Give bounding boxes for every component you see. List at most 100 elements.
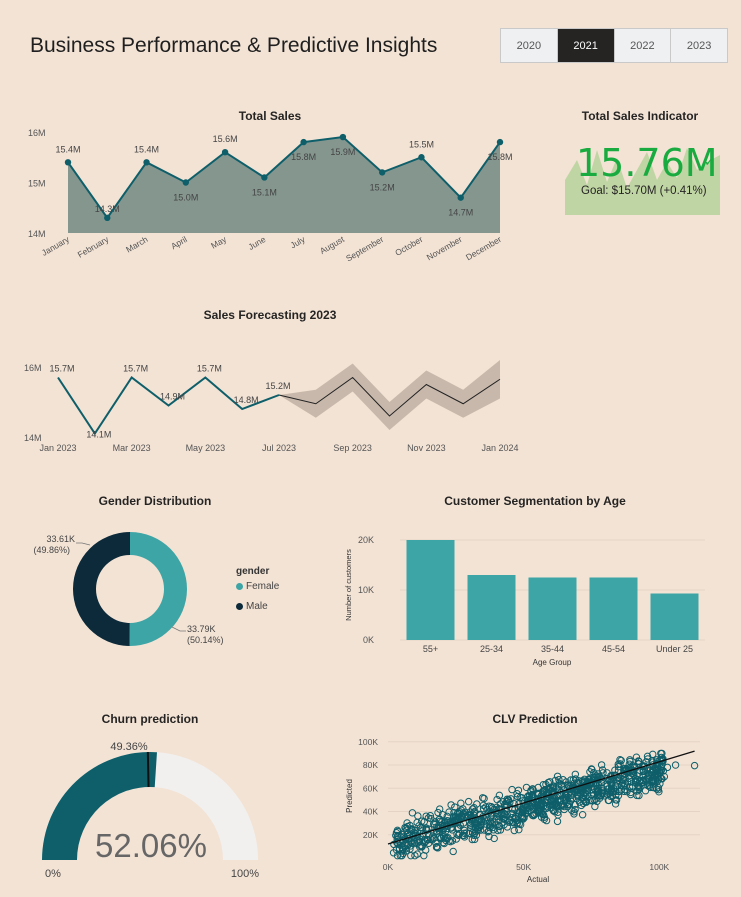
kpi-title: Total Sales Indicator	[581, 109, 699, 123]
donut-label-male: 33.61K	[46, 534, 75, 544]
clv-point	[603, 785, 612, 793]
actual-line	[57, 376, 280, 436]
clv-point	[627, 790, 635, 799]
y-tick-label: 16M	[28, 128, 46, 138]
clv-point	[629, 762, 637, 770]
clv-point	[652, 785, 661, 793]
clv-point	[505, 818, 514, 826]
clv-point	[420, 851, 428, 860]
clv-point	[534, 807, 543, 816]
clv-point	[432, 827, 441, 836]
gender-donut-chart[interactable]: 33.79K(50.14%) 33.61K(49.86%)	[0, 515, 240, 660]
sales-data-label: 15.2M	[370, 182, 395, 192]
clv-point	[592, 795, 600, 803]
age-bar	[528, 577, 577, 640]
clv-point	[407, 851, 415, 860]
sales-data-label: 15.8M	[487, 152, 512, 162]
clv-point	[509, 819, 518, 827]
forecast-line	[278, 376, 501, 417]
x-tick-label: November	[425, 234, 464, 262]
clv-point	[563, 798, 571, 806]
x-tick-label: 55+	[423, 644, 438, 654]
churn-title: Churn prediction	[101, 712, 199, 726]
clv-point	[579, 794, 588, 802]
total-sales-chart[interactable]: 14M15M16M15.4MJanuary14.3MFebruary15.4MM…	[0, 120, 520, 280]
legend-item-female[interactable]: Female	[236, 581, 279, 592]
x-tick-label: 45-54	[602, 644, 625, 654]
clv-title: CLV Prediction	[492, 712, 578, 726]
clv-point	[495, 822, 504, 831]
clv-point	[441, 827, 450, 835]
clv-point	[441, 817, 449, 825]
clv-point	[451, 803, 459, 811]
clv-point	[470, 804, 478, 812]
clv-point	[646, 766, 655, 774]
y-tick-label: 15M	[28, 179, 46, 189]
donut-pct-female: (50.14%)	[187, 635, 224, 645]
clv-point	[570, 810, 578, 818]
clv-point	[501, 810, 509, 819]
age-bar	[467, 575, 516, 640]
clv-point	[445, 808, 453, 816]
clv-point	[568, 789, 576, 797]
clv-point	[408, 809, 417, 817]
clv-point	[431, 821, 439, 829]
clv-point	[635, 791, 643, 800]
clv-point	[549, 783, 557, 792]
churn-gauge[interactable]: 49.36% 52.06% 0% 100%	[20, 735, 290, 885]
sales-point	[496, 138, 504, 146]
clv-point	[616, 756, 624, 764]
forecast-data-label: 14.9M	[160, 392, 185, 402]
check-icon: ✓	[704, 154, 715, 169]
clv-point	[418, 817, 426, 825]
clv-point	[507, 795, 515, 803]
clv-point	[598, 790, 607, 798]
clv-point	[569, 794, 577, 802]
age-segmentation-chart[interactable]: 0K 10K 20K 55+ 25-34 35-44 45-54 Under 25 Age Gr…	[340, 530, 710, 670]
year-button-2021[interactable]: 2021	[557, 29, 615, 62]
y-tick-label: 10K	[358, 585, 374, 595]
clv-point	[393, 832, 401, 841]
clv-point	[492, 812, 501, 821]
clv-point	[510, 826, 518, 835]
clv-point	[557, 802, 565, 810]
clv-point	[468, 835, 476, 844]
clv-point	[604, 790, 612, 799]
clv-point	[394, 831, 402, 840]
year-button-2022[interactable]: 2022	[614, 29, 672, 62]
forecast-data-label: 15.7M	[123, 364, 148, 374]
sales-point	[182, 179, 190, 186]
clv-point	[480, 794, 488, 803]
year-button-2020[interactable]: 2020	[501, 29, 558, 62]
clv-point	[607, 784, 616, 793]
clv-point	[590, 791, 598, 799]
clv-point	[449, 847, 457, 856]
clv-point	[581, 790, 589, 798]
clv-point	[464, 797, 473, 806]
clv-point	[518, 808, 526, 817]
clv-point	[552, 793, 561, 801]
clv-point	[435, 833, 444, 841]
clv-scatter-chart[interactable]: 20K 40K 60K 80K 100K 0K 50K 100K Actual Predicted	[340, 728, 720, 888]
year-slicer: 2020 2021 2022 2023	[500, 28, 728, 63]
clv-point	[586, 768, 594, 776]
x-tick-label: May 2023	[186, 443, 226, 453]
sales-forecast-chart[interactable]: 16M 14M 15.7M 14.1M 15.7M 14.9M 15.7M 14.8M 15.2…	[0, 325, 530, 460]
clv-point	[510, 800, 518, 808]
clv-point	[420, 836, 429, 844]
clv-point	[515, 825, 523, 834]
clv-point	[539, 811, 548, 819]
clv-point	[398, 851, 406, 860]
label-leader-line	[76, 542, 91, 546]
year-button-2023[interactable]: 2023	[671, 29, 727, 62]
clv-point	[555, 776, 563, 784]
clv-point	[554, 811, 562, 819]
clv-point	[553, 772, 562, 780]
donut-pct-male: (49.86%)	[33, 545, 70, 555]
gauge-max-label: 100%	[231, 868, 259, 880]
sales-point	[339, 133, 347, 141]
legend-item-male[interactable]: Male	[236, 601, 268, 612]
clv-point	[641, 762, 649, 770]
clv-point	[482, 803, 490, 811]
x-axis-label: Age Group	[533, 658, 572, 667]
